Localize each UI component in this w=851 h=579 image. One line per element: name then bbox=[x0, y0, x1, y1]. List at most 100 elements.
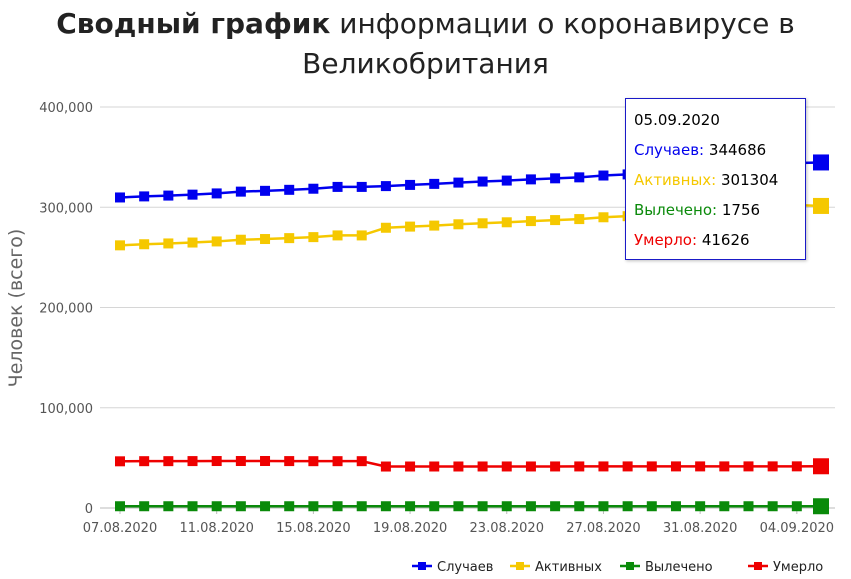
data-point[interactable] bbox=[235, 501, 246, 512]
data-point[interactable] bbox=[550, 215, 561, 226]
data-point[interactable] bbox=[284, 456, 295, 467]
data-point[interactable] bbox=[115, 501, 125, 512]
data-point[interactable] bbox=[477, 176, 488, 187]
data-point[interactable] bbox=[260, 456, 271, 467]
data-point[interactable] bbox=[211, 456, 222, 467]
data-point[interactable] bbox=[670, 461, 681, 472]
legend-item[interactable]: Вылечено bbox=[620, 560, 713, 575]
data-point[interactable] bbox=[332, 230, 343, 241]
data-point[interactable] bbox=[260, 185, 271, 196]
data-point[interactable] bbox=[477, 218, 488, 229]
data-point[interactable] bbox=[187, 501, 198, 512]
data-point[interactable] bbox=[139, 456, 150, 467]
data-point[interactable] bbox=[550, 173, 561, 184]
data-point[interactable] bbox=[501, 461, 512, 472]
data-point[interactable] bbox=[767, 501, 778, 512]
data-point[interactable] bbox=[501, 175, 512, 186]
data-point[interactable] bbox=[308, 183, 319, 194]
data-point[interactable] bbox=[574, 461, 585, 472]
data-point[interactable] bbox=[163, 190, 174, 201]
data-point[interactable] bbox=[646, 461, 657, 472]
data-point[interactable] bbox=[791, 461, 802, 472]
data-point[interactable] bbox=[405, 461, 416, 472]
data-point[interactable] bbox=[453, 501, 464, 512]
data-point[interactable] bbox=[646, 501, 657, 512]
data-point[interactable] bbox=[501, 217, 512, 228]
data-point[interactable] bbox=[332, 501, 343, 512]
data-point[interactable] bbox=[719, 461, 730, 472]
data-point[interactable] bbox=[813, 458, 829, 475]
data-point[interactable] bbox=[308, 456, 319, 467]
legend-item[interactable]: Случаев bbox=[412, 560, 493, 575]
data-point[interactable] bbox=[670, 501, 681, 512]
data-point[interactable] bbox=[477, 501, 488, 512]
data-point[interactable] bbox=[163, 456, 174, 467]
data-point[interactable] bbox=[598, 170, 609, 181]
data-point[interactable] bbox=[139, 501, 150, 512]
data-point[interactable] bbox=[356, 456, 367, 467]
data-point[interactable] bbox=[622, 501, 633, 512]
data-point[interactable] bbox=[284, 233, 295, 244]
data-point[interactable] bbox=[163, 238, 174, 249]
data-point[interactable] bbox=[453, 461, 464, 472]
data-point[interactable] bbox=[813, 498, 829, 515]
data-point[interactable] bbox=[695, 501, 706, 512]
data-point[interactable] bbox=[429, 220, 440, 231]
data-point[interactable] bbox=[791, 501, 802, 512]
data-point[interactable] bbox=[743, 461, 754, 472]
data-point[interactable] bbox=[235, 186, 246, 197]
data-point[interactable] bbox=[598, 212, 609, 223]
data-point[interactable] bbox=[115, 240, 125, 251]
data-point[interactable] bbox=[356, 501, 367, 512]
data-point[interactable] bbox=[525, 461, 536, 472]
data-point[interactable] bbox=[356, 230, 367, 241]
data-point[interactable] bbox=[405, 501, 416, 512]
data-point[interactable] bbox=[813, 197, 829, 214]
data-point[interactable] bbox=[719, 501, 730, 512]
data-point[interactable] bbox=[260, 234, 271, 245]
data-point[interactable] bbox=[429, 178, 440, 189]
data-point[interactable] bbox=[115, 456, 125, 467]
data-point[interactable] bbox=[211, 236, 222, 247]
data-point[interactable] bbox=[380, 501, 391, 512]
data-point[interactable] bbox=[695, 461, 706, 472]
data-point[interactable] bbox=[574, 214, 585, 225]
data-point[interactable] bbox=[332, 181, 343, 192]
data-point[interactable] bbox=[453, 177, 464, 188]
data-point[interactable] bbox=[550, 501, 561, 512]
data-point[interactable] bbox=[356, 181, 367, 192]
legend-item[interactable]: Умерло bbox=[748, 560, 823, 575]
data-point[interactable] bbox=[139, 191, 150, 202]
data-point[interactable] bbox=[235, 234, 246, 245]
data-point[interactable] bbox=[813, 154, 829, 171]
data-point[interactable] bbox=[598, 501, 609, 512]
data-point[interactable] bbox=[405, 221, 416, 232]
data-point[interactable] bbox=[429, 501, 440, 512]
data-point[interactable] bbox=[139, 239, 150, 250]
legend[interactable]: Случаев Активных Вылечено Умерло bbox=[412, 560, 823, 575]
data-point[interactable] bbox=[743, 501, 754, 512]
data-point[interactable] bbox=[405, 179, 416, 190]
data-point[interactable] bbox=[284, 501, 295, 512]
data-point[interactable] bbox=[187, 456, 198, 467]
data-point[interactable] bbox=[187, 237, 198, 248]
data-point[interactable] bbox=[235, 456, 246, 467]
data-point[interactable] bbox=[332, 456, 343, 467]
data-point[interactable] bbox=[211, 188, 222, 199]
data-point[interactable] bbox=[550, 461, 561, 472]
data-point[interactable] bbox=[380, 461, 391, 472]
data-point[interactable] bbox=[525, 216, 536, 227]
data-point[interactable] bbox=[574, 172, 585, 183]
data-point[interactable] bbox=[525, 501, 536, 512]
data-point[interactable] bbox=[211, 501, 222, 512]
data-point[interactable] bbox=[187, 189, 198, 200]
data-point[interactable] bbox=[453, 219, 464, 230]
data-point[interactable] bbox=[429, 461, 440, 472]
data-point[interactable] bbox=[501, 501, 512, 512]
data-point[interactable] bbox=[284, 184, 295, 195]
data-point[interactable] bbox=[308, 501, 319, 512]
data-point[interactable] bbox=[598, 461, 609, 472]
data-point[interactable] bbox=[525, 174, 536, 185]
data-point[interactable] bbox=[380, 181, 391, 192]
data-point[interactable] bbox=[260, 501, 271, 512]
